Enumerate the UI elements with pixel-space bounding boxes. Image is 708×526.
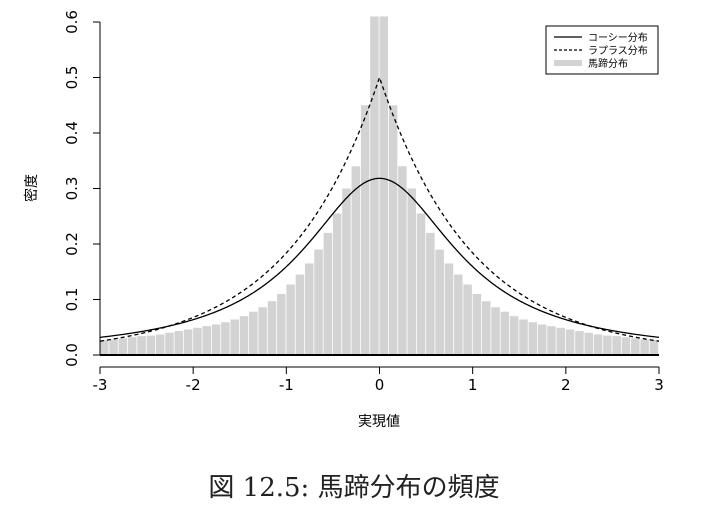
x-tick-label: -3 (93, 376, 108, 394)
histogram-bar (155, 334, 165, 355)
histogram-bar (556, 327, 566, 355)
histogram-bar (547, 326, 556, 355)
histogram-bar (267, 301, 277, 355)
histogram-bars (100, 16, 659, 355)
histogram-bar (426, 232, 435, 355)
histogram-bar (183, 329, 193, 355)
histogram-bar (649, 340, 659, 355)
histogram-bar (332, 213, 342, 355)
histogram-bar (314, 249, 323, 355)
histogram-bar (370, 16, 379, 355)
histogram-bar (631, 338, 640, 355)
histogram-bar (379, 16, 389, 355)
histogram-bar (416, 213, 426, 355)
histogram-bar (118, 338, 128, 355)
histogram-bar (360, 105, 370, 355)
y-tick-label: 0.4 (63, 121, 81, 145)
histogram-bar (174, 331, 184, 355)
y-tick-label: 0.3 (63, 177, 81, 201)
histogram-bar (342, 188, 351, 355)
histogram-bar (444, 263, 454, 355)
histogram-bar (286, 284, 295, 355)
y-axis-label: 密度 (23, 174, 40, 202)
x-axis-label: 実現値 (358, 414, 400, 430)
axes: -3 -2 -1 0 1 2 3 0.0 0.1 0.2 0.3 0.4 0.5 0.6 (63, 10, 664, 394)
histogram-bar (304, 263, 314, 355)
histogram-bar (463, 284, 472, 355)
histogram-bar (230, 319, 239, 355)
histogram-bar (211, 324, 221, 355)
density-curves (99, 75, 660, 342)
histogram-bar (202, 326, 211, 355)
y-tick-label: 0.6 (63, 10, 81, 34)
y-tick-label: 0.0 (63, 343, 81, 367)
histogram-bar (239, 316, 249, 355)
histogram-bar (481, 301, 491, 355)
histogram-bar (565, 329, 575, 355)
x-tick-label: -2 (186, 376, 201, 394)
histogram-bar (277, 293, 286, 355)
histogram-bar (621, 337, 631, 355)
histogram-bar (137, 336, 146, 355)
histogram-bar (221, 322, 230, 355)
histogram-bar (109, 339, 118, 355)
histogram-bar (398, 166, 407, 355)
x-tick-label: 2 (561, 376, 571, 394)
histogram-bar (491, 307, 500, 355)
histogram-bar (407, 188, 416, 355)
histogram-bar (640, 339, 649, 355)
histogram-bar (388, 105, 398, 355)
histogram-bar (351, 166, 361, 355)
histogram-bar (454, 274, 463, 355)
y-tick-label: 0.2 (63, 232, 81, 256)
histogram-bar (519, 319, 528, 355)
histogram-bar (603, 335, 612, 355)
histogram-bar (165, 332, 174, 355)
histogram-bar (323, 232, 333, 355)
legend-label: ラプラス分布 (588, 45, 648, 57)
histogram-bar (146, 335, 156, 355)
histogram-bar (537, 324, 547, 355)
histogram-bar (612, 336, 621, 355)
figure-caption: 図 12.5: 馬蹄分布の頻度 (208, 473, 499, 503)
y-tick-label: 0.5 (63, 66, 81, 90)
histogram-bar (249, 311, 258, 355)
histogram-bar (500, 311, 510, 355)
histogram-bar (127, 337, 137, 355)
legend-label: 馬蹄分布 (588, 57, 628, 70)
histogram-bar (528, 322, 538, 355)
histogram-bar (258, 307, 267, 355)
histogram-bar (593, 334, 603, 355)
histogram-bar (295, 274, 305, 355)
cauchy-curve (99, 177, 660, 338)
y-tick-label: 0.1 (63, 288, 81, 312)
legend-label: コーシー分布 (588, 32, 648, 44)
x-tick-label: -1 (279, 376, 294, 394)
histogram-bar (509, 316, 519, 355)
x-tick-label: 0 (375, 376, 385, 394)
x-tick-label: 3 (654, 376, 664, 394)
histogram-bar (472, 293, 482, 355)
histogram-bar (100, 340, 109, 355)
histogram-bar (584, 332, 593, 355)
histogram-bar (435, 249, 444, 355)
histogram-bar (193, 327, 202, 355)
x-tick-label: 1 (468, 376, 478, 394)
histogram-bar (575, 331, 584, 355)
